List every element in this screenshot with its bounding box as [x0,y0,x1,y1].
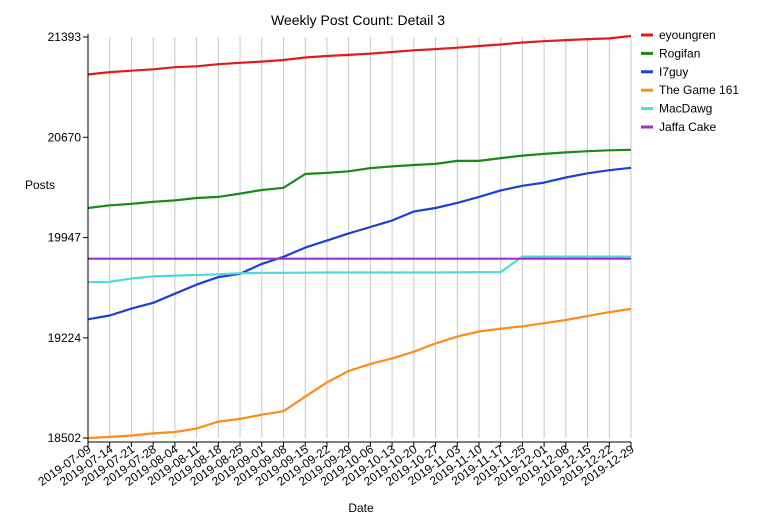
legend-label: I7guy [659,65,688,79]
legend-label: The Game 161 [659,83,739,97]
y-tick-label: 18502 [48,431,82,445]
y-tick-label: 19947 [48,231,82,245]
axes [87,34,631,443]
series-lines [87,34,632,440]
y-axis-label: Posts [25,178,55,192]
legend-label: Jaffa Cake [659,120,716,134]
legend: eyoungren Rogifan I7guy The Game 161 MacDawg… [641,28,739,134]
x-axis-ticks: 2019-07-092019-07-142019-07-212019-07-28… [35,442,637,489]
y-axis-ticks: 18502 19224 19947 20670 21393 [48,30,88,445]
y-tick-label: 21393 [48,30,82,44]
legend-label: Rogifan [659,46,700,60]
legend-label: MacDawg [659,102,712,116]
x-axis-label: Date [348,501,374,515]
series-line-4 [87,255,631,284]
y-tick-label: 19224 [48,331,82,345]
series-line-0 [87,34,632,76]
legend-label: eyoungren [659,28,716,42]
vertical-gridlines [87,37,632,438]
series-line-1 [87,148,632,210]
y-tick-label: 20670 [48,130,82,144]
series-line-2 [87,166,632,321]
series-line-3 [87,307,632,440]
chart-title: Weekly Post Count: Detail 3 [271,12,445,28]
